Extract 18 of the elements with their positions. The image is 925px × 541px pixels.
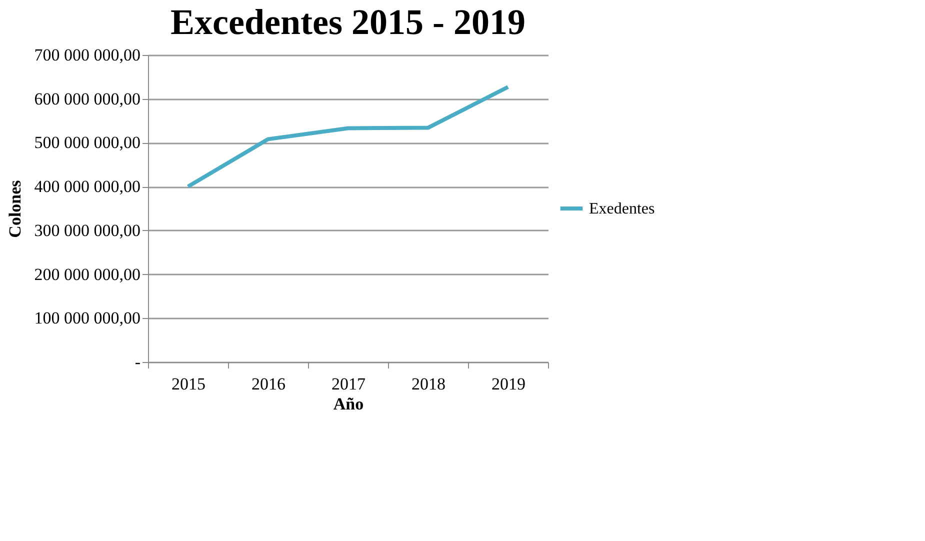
y-tick-label: 700 000 000,00 — [34, 46, 140, 64]
x-tick-label: 2018 — [412, 374, 446, 394]
x-tick-label: 2019 — [492, 374, 526, 394]
y-tick-label: 100 000 000,00 — [34, 308, 140, 328]
x-tick-label: 2016 — [252, 374, 286, 394]
x-tick-label: 2017 — [332, 374, 366, 394]
y-tick-label: 600 000 000,00 — [34, 89, 140, 108]
y-tick-label: 500 000 000,00 — [34, 133, 140, 152]
y-tick-label: 400 000 000,00 — [34, 177, 140, 196]
line-series — [186, 85, 510, 189]
x-axis-title: Año — [333, 394, 364, 414]
x-tick-label: 2015 — [172, 374, 206, 394]
y-tick-label: - — [134, 352, 141, 372]
y-axis-title: Colones — [5, 180, 24, 238]
legend-label: Exedentes — [589, 200, 655, 218]
y-tick-label: 300 000 000,00 — [34, 220, 140, 240]
chart-title: Excedentes 2015 - 2019 — [170, 2, 526, 42]
y-tick-label: 200 000 000,00 — [34, 264, 140, 284]
